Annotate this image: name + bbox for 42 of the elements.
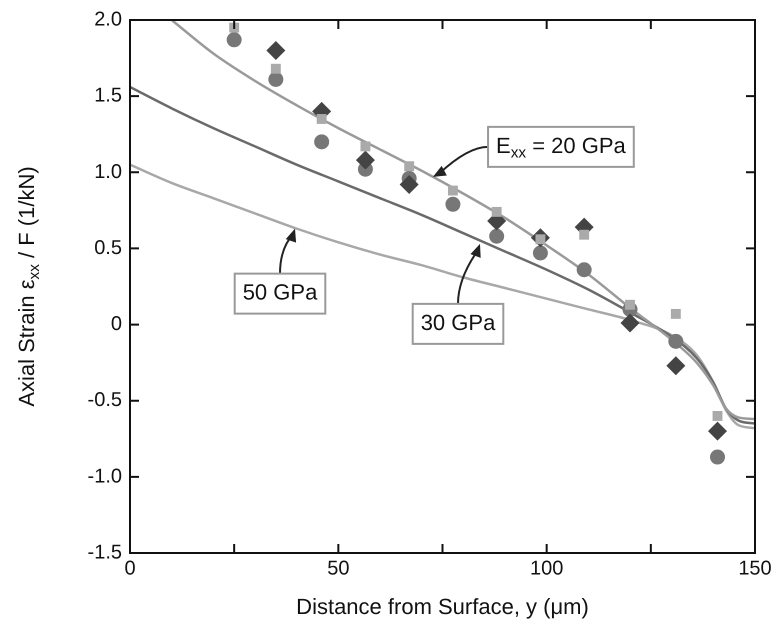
point [356, 150, 375, 170]
line-series [170, 20, 755, 420]
point [226, 32, 242, 48]
y-tick-label: 1.0 [94, 160, 122, 183]
y-tick-label: -0.5 [88, 389, 122, 412]
annotation: 30 GPa [420, 310, 496, 335]
point [670, 308, 681, 319]
point [708, 422, 727, 441]
annotation: 50 GPa [242, 280, 318, 305]
point [532, 245, 548, 260]
x-tick-label: 150 [738, 558, 772, 580]
y-tick-label: 0.5 [94, 236, 122, 259]
x-axis-title: Distance from Surface, y (μm) [296, 594, 589, 620]
point [400, 174, 419, 194]
point [266, 40, 286, 60]
y-tick-label: 0 [110, 313, 122, 336]
y-tick-label: -1.0 [88, 465, 122, 488]
point [448, 186, 458, 196]
y-tick-label: 2.0 [94, 8, 122, 31]
point [620, 314, 640, 333]
point [579, 230, 590, 240]
point [576, 262, 592, 278]
point [668, 334, 684, 349]
line-series [130, 86, 755, 425]
point [666, 356, 686, 376]
x-tick-label: 0 [124, 558, 136, 580]
point [404, 161, 414, 172]
x-tick-label: 50 [327, 558, 350, 580]
y-tick-label: 1.5 [94, 84, 122, 107]
point [360, 141, 370, 152]
point [710, 450, 725, 465]
point [314, 134, 330, 150]
point [492, 206, 502, 217]
point [316, 114, 327, 124]
point [445, 196, 460, 212]
point [489, 228, 504, 244]
y-tick-label: -1.5 [88, 542, 122, 564]
x-tick-label: 100 [530, 558, 564, 580]
point [712, 410, 722, 421]
point [268, 72, 284, 87]
y-axis-title: Axial Strain εxx / F (1/kN) [14, 166, 43, 407]
point [270, 64, 281, 74]
